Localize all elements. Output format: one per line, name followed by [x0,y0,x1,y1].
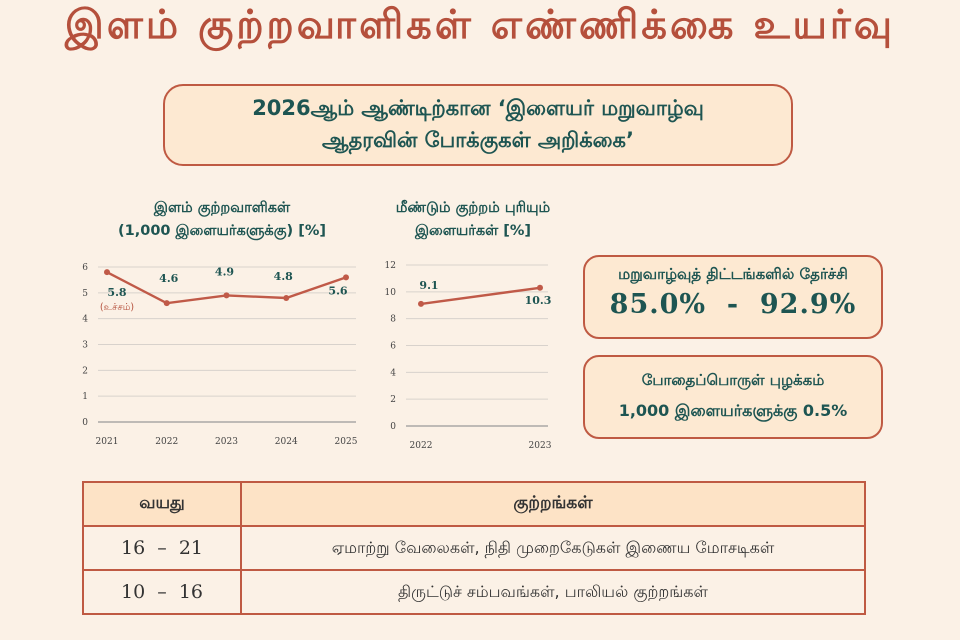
data-point [418,300,424,307]
y-tick-label: 5 [82,289,88,299]
data-label: 10.3 [525,294,552,307]
row2-age: 10 – 16 [82,569,242,615]
data-label: 4.9 [215,265,234,278]
report-title-line-1: 2026ஆம் ஆண்டிற்கான ‘இளையர் மறுவாழ்வு [252,96,704,120]
x-tick-label: 2022 [410,441,433,451]
chart2-title-line-1: மீண்டும் குற்றம் புரியும் [395,200,551,216]
series-line [420,286,541,306]
report-title-box: 2026ஆம் ஆண்டிற்கான ‘இளையர் மறுவாழ்வு ஆதர… [163,84,793,166]
header-age: வயது [82,481,242,527]
y-tick-label: 4 [390,368,396,378]
chart1-title: இளம் குற்றவாளிகள் (1,000 இளையர்களுக்கு) … [82,197,362,243]
chart1-title-line-1: இளம் குற்றவாளிகள் [153,200,291,216]
y-tick-label: 12 [385,261,396,271]
chart2-plot: 0 2 4 6 8 10 12 2022 2023 9.1 10.3 [385,261,552,451]
y-tick-label: 6 [390,342,396,352]
y-tick-label: 2 [390,395,396,405]
table-header-row: வயது குற்றங்கள் [82,481,866,527]
chart2-title-line-2: இளையர்கள் [%] [414,223,532,239]
x-tick-label: 2025 [335,437,358,447]
chart2-title: மீண்டும் குற்றம் புரியும் இளையர்கள் [%] [368,197,578,243]
x-tick-label: 2024 [275,437,298,447]
rehab-stat-value: 85.0% - 92.9% [609,289,857,320]
y-tick-label: 1 [82,392,88,402]
y-tick-label: 0 [390,422,396,432]
row1-crimes: ஏமாற்று வேலைகள், நிதி முறைகேடுகள் இணைய ம… [240,525,866,571]
drug-stat-box: போதைப்பொருள் புழக்கம் 1,000 இளையர்களுக்க… [583,355,883,439]
table-row: 10 – 16 திருட்டுச் சம்பவங்கள், பாலியல் க… [82,569,866,615]
data-label: 5.6 [328,284,347,297]
peak-annotation: (உச்சம்) [100,302,134,313]
y-tick-label: 10 [385,288,397,298]
row1-age: 16 – 21 [82,525,242,571]
drug-stat-value: 1,000 இளையர்களுக்கு 0.5% [618,401,848,420]
y-tick-label: 0 [82,418,88,428]
drug-stat-label: போதைப்பொருள் புழக்கம் [641,371,825,389]
data-point [163,300,170,307]
row2-crimes: திருட்டுச் சம்பவங்கள், பாலியல் குற்றங்கள… [240,569,866,615]
y-tick-label: 6 [82,263,88,273]
y-tick-label: 2 [82,366,88,376]
header-crimes: குற்றங்கள் [240,481,866,527]
x-tick-label: 2023 [529,441,552,451]
x-tick-label: 2023 [215,437,238,447]
data-point [283,295,290,301]
x-tick-label: 2021 [96,437,119,447]
rehab-stat-label: மறுவாழ்வுத் திட்டங்களில் தேர்ச்சி [618,265,848,283]
chart1-title-line-2: (1,000 இளையர்களுக்கு) [%] [118,223,326,239]
y-tick-label: 3 [82,341,88,351]
crime-table: வயது குற்றங்கள் 16 – 21 ஏமாற்று வேலைகள்,… [82,481,866,615]
data-label: 4.8 [274,270,293,283]
chart1-plot: 0 1 2 3 4 5 6 2021 2022 2023 2024 2025 5.8 4.6 4.9 4.8 5… [82,263,358,447]
data-point [104,269,110,276]
page-title: இளம் குற்றவாளிகள் எண்ணிக்கை உயர்வு [64,2,896,48]
data-point [537,284,543,291]
y-tick-label: 4 [82,315,88,325]
y-tick-label: 8 [390,315,396,325]
data-label: 5.8 [107,286,126,299]
x-tick-label: 2022 [155,437,178,447]
report-title-line-2: ஆதரவின் போக்குகள் அறிக்கை’ [322,128,634,152]
data-point [223,292,230,299]
data-point [343,274,349,281]
data-label: 4.6 [159,272,178,285]
rehab-stat-box: மறுவாழ்வுத் திட்டங்களில் தேர்ச்சி 85.0% … [583,255,883,339]
table-row: 16 – 21 ஏமாற்று வேலைகள், நிதி முறைகேடுகள… [82,525,866,571]
data-label: 9.1 [419,279,438,292]
